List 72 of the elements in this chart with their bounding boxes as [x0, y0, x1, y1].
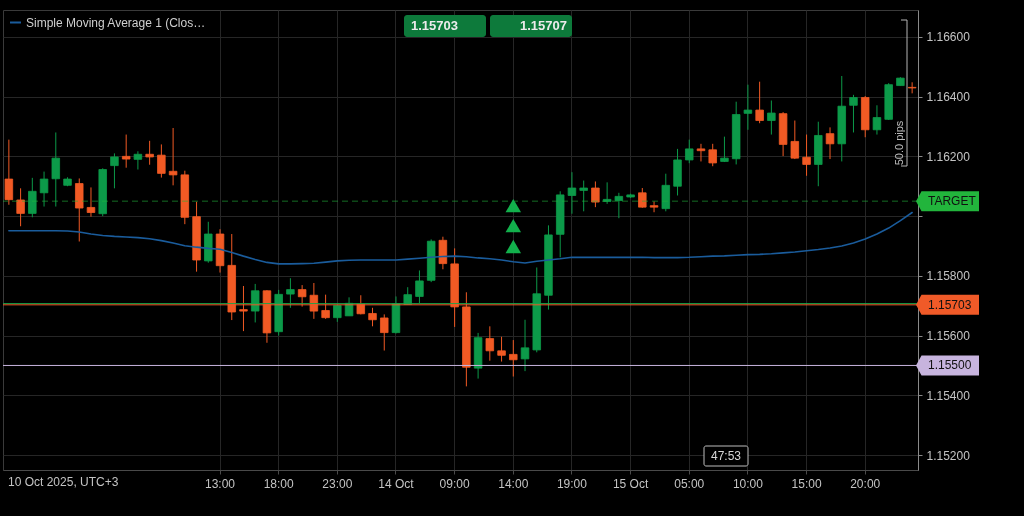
x-tick-label: 15 Oct: [612, 476, 649, 491]
candlestick: [825, 126, 835, 160]
candlestick: [720, 136, 729, 163]
annotation: 47:53: [710, 449, 742, 463]
candlestick: [28, 177, 37, 218]
candlestick: [368, 307, 377, 327]
y-tick-label: 1.16600: [926, 30, 971, 45]
x-tick-label: 15:00: [791, 476, 822, 491]
line-series: [8, 211, 913, 265]
candlestick: [157, 143, 166, 179]
candlestick: [286, 277, 295, 309]
candlestick: [755, 81, 764, 124]
y-tick-label: 1.15200: [926, 448, 971, 463]
annotation: 1.15707: [520, 18, 567, 33]
candlestick: [649, 200, 659, 213]
x-tick-label: 05:00: [674, 476, 705, 491]
candlestick: [802, 134, 811, 177]
candlestick: [16, 187, 25, 227]
candlestick: [638, 187, 647, 209]
candlestick: [520, 319, 530, 372]
candlestick: [168, 127, 178, 186]
candlestick: [145, 140, 154, 166]
x-tick-label: 23:00: [322, 476, 353, 491]
x-tick-label: 14 Oct: [378, 476, 415, 491]
candlestick: [497, 336, 506, 363]
ref-line-label: 1.15500: [928, 358, 972, 373]
y-tick-label: 1.15400: [926, 388, 971, 403]
text: 10 Oct 2025, UTC+3: [8, 475, 119, 489]
candlestick: [509, 339, 518, 378]
candlestick: [767, 100, 776, 136]
x-tick-label: 10:00: [732, 476, 764, 491]
candlestick: [4, 139, 14, 206]
x-tick-label: 09:00: [439, 476, 470, 491]
x-tick-label: 13:00: [205, 476, 236, 491]
y-tick-label: 1.16400: [926, 90, 971, 105]
candlestick: [251, 283, 260, 323]
ref-line-label: 1.15703: [928, 297, 972, 312]
candlestick: [849, 94, 858, 133]
candlestick: [872, 104, 882, 136]
candlestick: [567, 171, 577, 215]
candlestick: [438, 236, 448, 270]
annotation: 1.15703: [411, 18, 458, 33]
candlestick: [907, 81, 917, 94]
candlestick: [121, 134, 131, 169]
candlestick: [86, 186, 96, 218]
candlestick: [133, 150, 143, 171]
candlestick: [51, 131, 60, 208]
candlestick: [696, 143, 706, 162]
y-tick-label: 1.15800: [926, 269, 971, 284]
candlestick: [790, 120, 800, 160]
candlestick: [602, 181, 612, 205]
candlestick: [380, 313, 389, 352]
x-tick-label: 18:00: [263, 476, 295, 491]
candlestick: [579, 180, 588, 212]
y-tick-label: 1.15600: [926, 329, 971, 344]
ref-line-label: TARGET: [928, 194, 977, 209]
candlestick: [685, 139, 694, 164]
candlestick: [591, 180, 600, 208]
candlestick: [708, 143, 717, 167]
candlestick: [743, 84, 753, 131]
annotation: 50.0 pips: [893, 120, 905, 166]
candlestick: [39, 171, 49, 208]
candlestick: [661, 173, 670, 212]
candlestick: [614, 192, 624, 219]
candlestick: [110, 152, 119, 189]
x-tick-label: 20:00: [850, 476, 881, 491]
x-tick-label: 19:00: [556, 476, 588, 491]
candlestick: [485, 325, 495, 362]
y-tick-label: 1.16200: [926, 149, 971, 164]
legend-label: Simple Moving Average 1 (Clos…: [26, 15, 206, 30]
candlestick: [415, 269, 424, 304]
x-tick-label: 14:00: [498, 476, 529, 491]
